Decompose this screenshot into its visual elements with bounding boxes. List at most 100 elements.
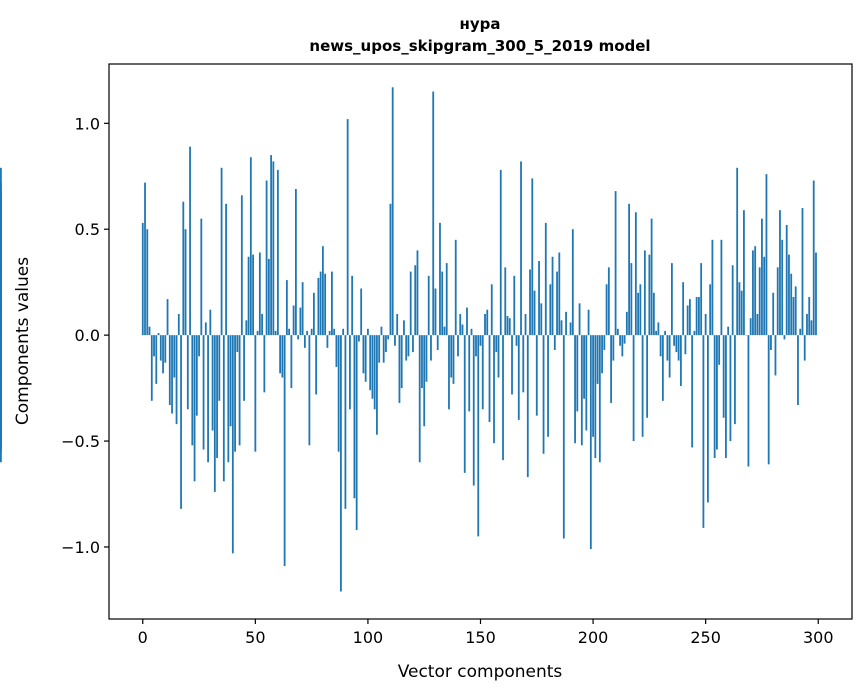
bar-132 [439,222,441,336]
bar-54 [263,335,266,393]
bar-255 [716,335,718,450]
bar-35 [220,167,223,336]
bar-139 [454,239,457,336]
bar-165 [513,275,516,336]
bar-297 [810,320,813,336]
bar-31 [211,335,214,431]
bar-222 [641,335,644,437]
bar-39 [229,335,232,427]
bar-191 [571,229,574,336]
bar-60 [276,169,279,336]
bar-62 [281,335,284,378]
bar-42 [236,335,239,353]
bar-96 [358,335,360,342]
bar-undefined [0,324,2,336]
bar-271 [752,250,754,336]
bar-236 [673,335,676,346]
bar-149 [477,335,480,537]
bar-94 [353,335,356,499]
bar-226 [650,218,653,336]
bar-29 [207,335,209,463]
bar-292 [799,328,802,336]
bar-260 [727,326,730,336]
bar-17 [180,335,182,509]
y-axis-ticks: −1.0 −0.5 0.0 0.5 1.0 [61,114,109,557]
bar-227 [652,292,655,336]
bar-0 [141,222,144,336]
x-tick-label: 300 [803,628,834,647]
bar-121 [414,265,417,336]
bar-264 [736,167,739,336]
bar-183 [553,335,556,350]
bar-113 [396,313,399,336]
bar-20 [186,335,189,410]
bar-290 [794,286,797,336]
y-tick-label: 0.0 [75,326,100,345]
bar-21 [189,146,191,336]
plot-frame [108,63,853,620]
bar-undefined [0,265,2,336]
bar-85 [333,328,336,336]
bar-109 [387,335,390,340]
bar-187 [562,335,565,539]
bar-174 [533,290,536,336]
bar-10 [164,335,167,363]
bar-279 [770,335,772,350]
bar-225 [648,254,651,336]
bar-278 [767,335,770,465]
bar-127 [427,275,430,336]
bar-250 [704,313,707,336]
bar-257 [720,239,723,336]
bar-15 [175,335,178,425]
x-tick-label: 0 [138,628,148,647]
bar-98 [362,335,365,374]
bar-173 [531,178,534,336]
bar-9 [162,335,164,374]
bar-108 [385,335,387,353]
bar-285 [783,335,786,340]
bar-84 [331,271,333,336]
bar-202 [596,335,599,384]
bar-294 [803,335,806,361]
bar-155 [490,284,493,336]
bars-group [0,87,817,592]
x-axis-label: Vector components [398,662,563,682]
bar-282 [776,267,779,336]
bar-3 [148,326,151,336]
bar-81 [324,273,327,336]
bar-55 [265,180,268,336]
bar-32 [213,335,216,492]
bar-63 [283,335,286,567]
bar-249 [702,335,705,528]
bar-69 [297,335,300,340]
bar-36 [222,335,225,482]
bar-74 [308,335,311,446]
bar-218 [632,335,635,442]
bar-145 [468,335,471,412]
bar-90 [344,335,347,509]
bar-272 [754,246,757,336]
bar-129 [432,91,435,336]
bar-164 [511,335,513,395]
bar-80 [321,246,324,336]
bar-128 [430,335,432,361]
bar-68 [294,188,297,336]
chart-subtitle: news_upos_skipgram_300_5_2019 model [309,37,650,55]
bar-114 [398,335,401,403]
bar-140 [457,335,459,357]
bar-241 [684,335,687,355]
bar-119 [409,271,412,336]
bar-196 [583,335,585,399]
bar-203 [598,335,601,463]
bar-168 [520,161,522,336]
y-tick-label: −0.5 [61,432,100,451]
bar-89 [342,328,345,336]
bar-27 [202,335,205,450]
bar-34 [218,335,221,401]
bar-254 [713,335,716,459]
bar-220 [637,292,640,336]
bar-281 [774,335,777,376]
bar-217 [630,263,633,336]
x-tick-label: 50 [245,628,265,647]
bar-245 [693,330,696,336]
